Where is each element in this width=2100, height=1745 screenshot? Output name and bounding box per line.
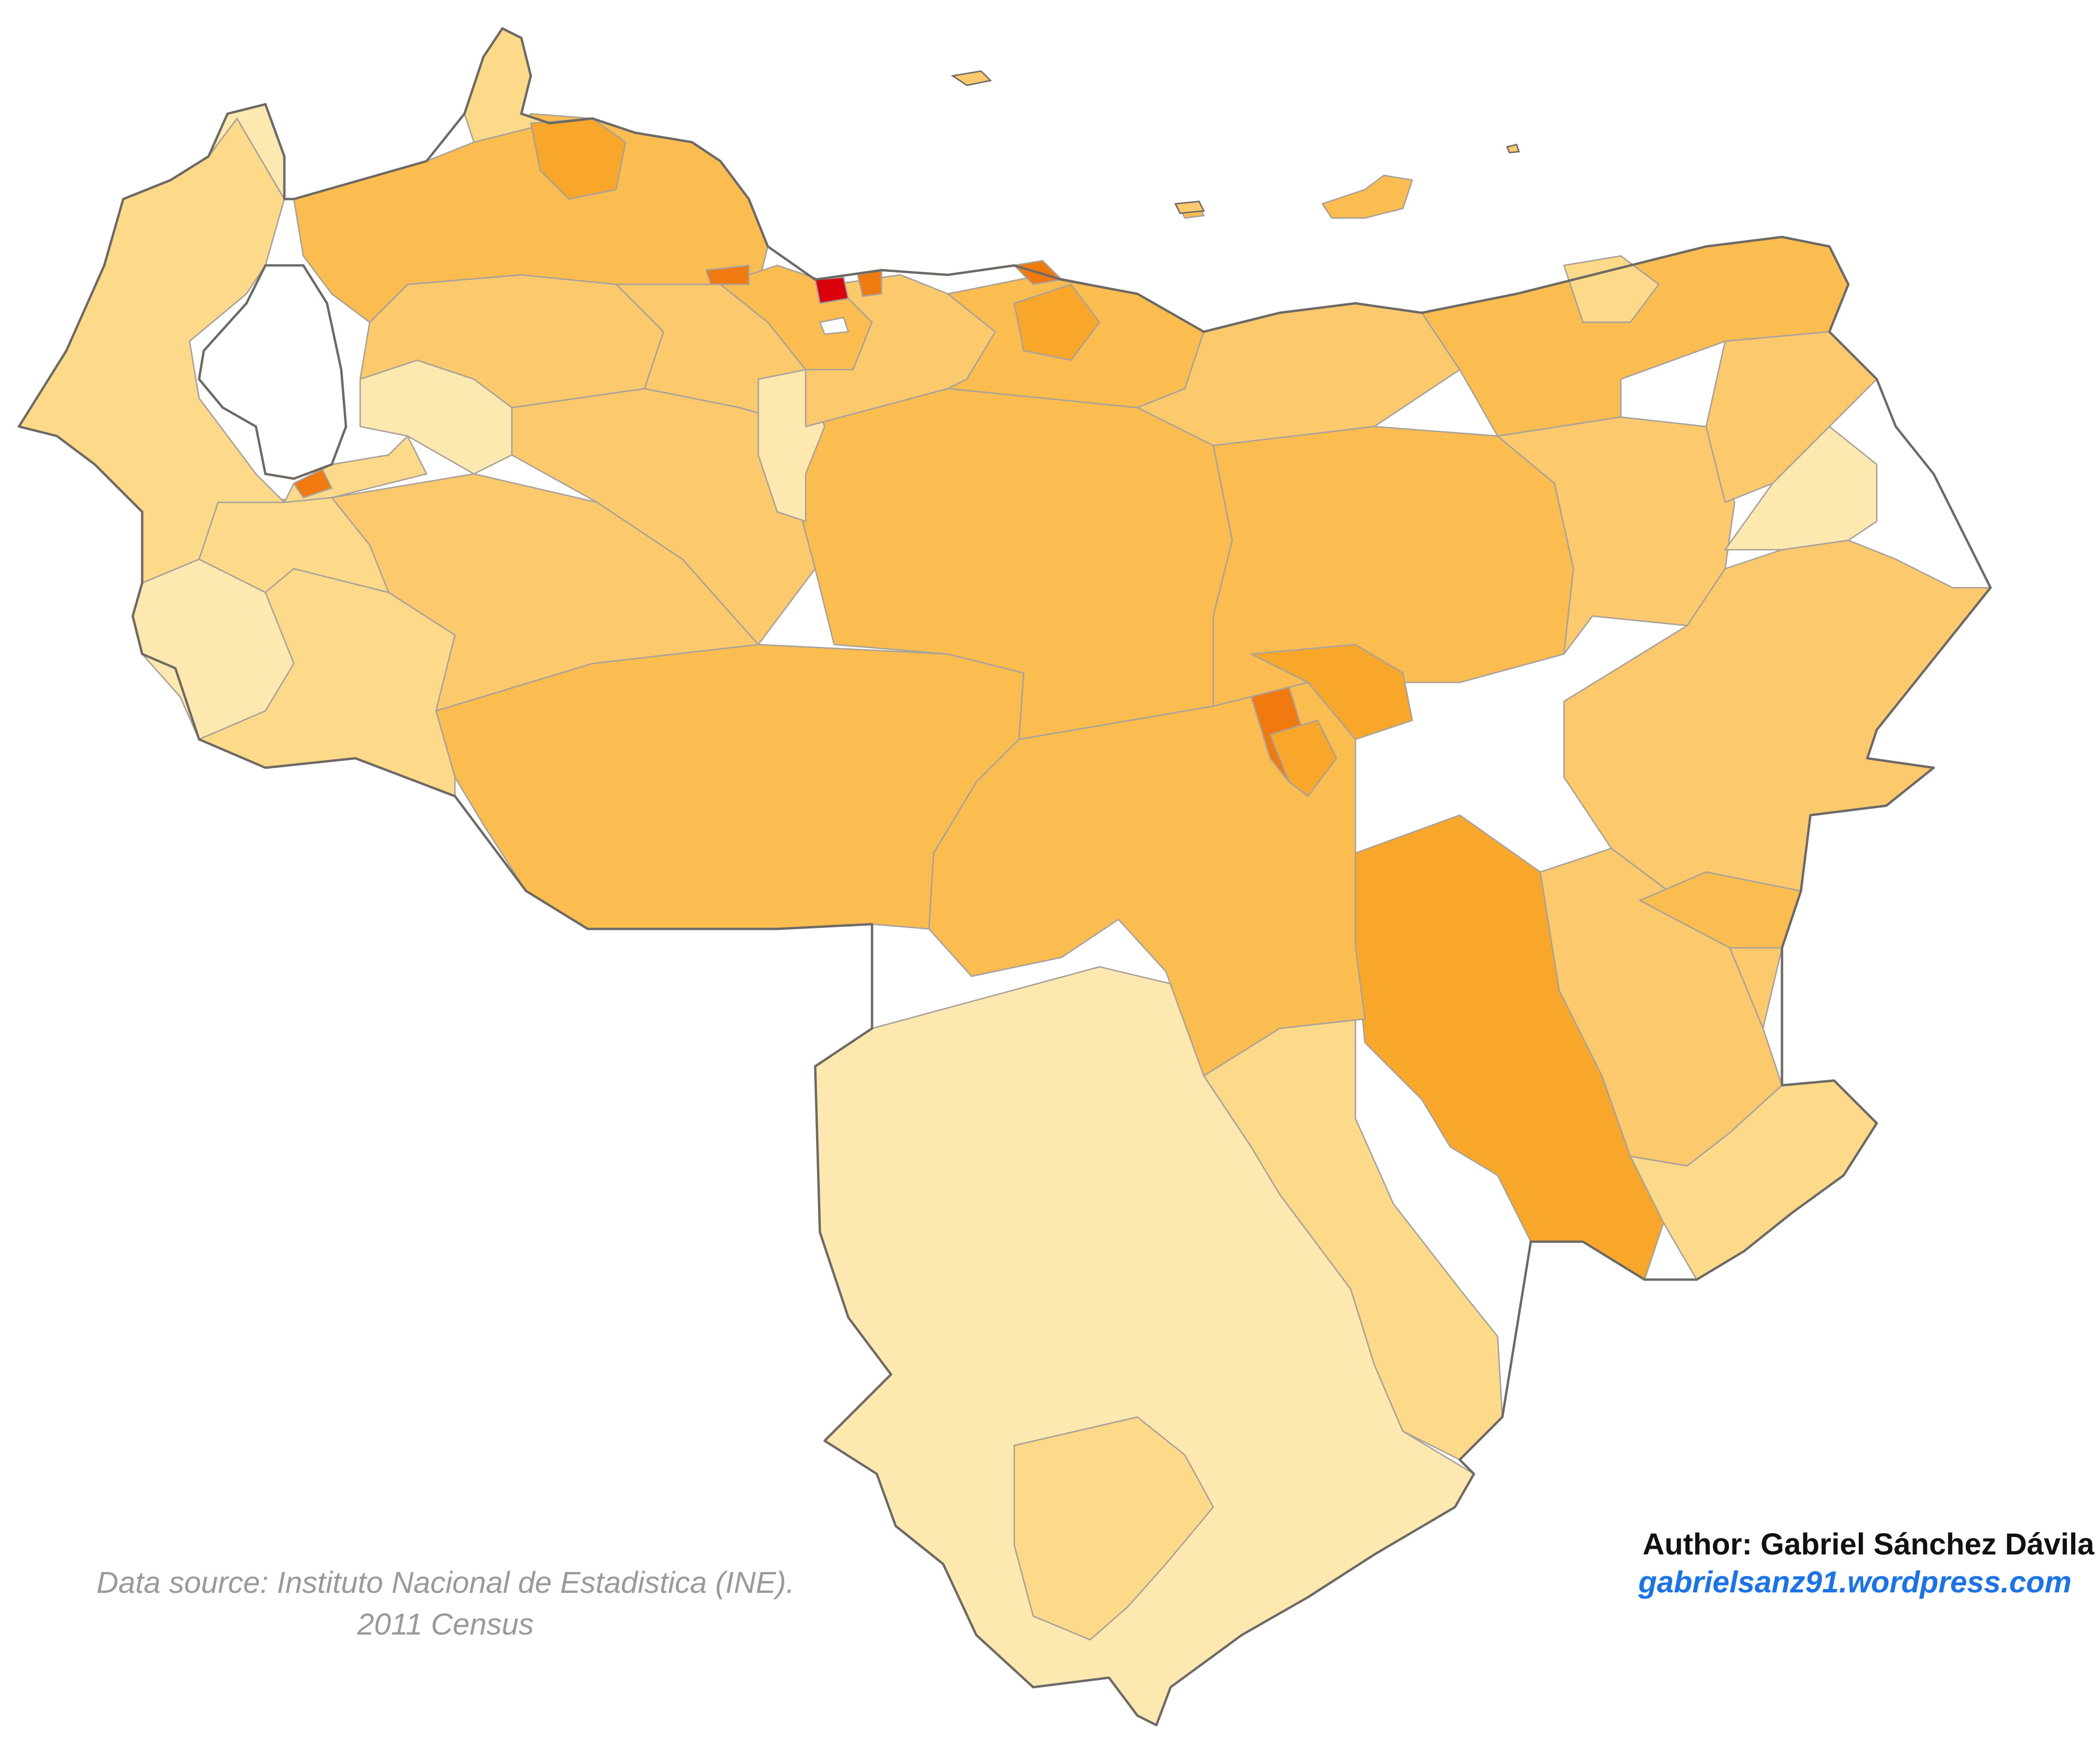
blog-link[interactable]: gabrielsanz91.wordpress.com: [1638, 1565, 2072, 1599]
island-orchila: [1174, 200, 1205, 214]
region-amazonas-south: [1013, 1416, 1214, 1641]
island-los-roques: [951, 70, 992, 86]
author-credit: Author: Gabriel Sánchez Dávila: [1642, 1527, 2094, 1561]
data-source-note: Data source: Instituto Nacional de Estad…: [28, 1562, 863, 1645]
map-regions: [18, 27, 1991, 1726]
region-los-teques: [819, 317, 849, 335]
region-caracas: [814, 276, 849, 304]
region-maracaibo: [293, 468, 333, 499]
lake-maracaibo: [198, 264, 347, 480]
source-line-1: Data source: Instituto Nacional de Estad…: [96, 1565, 795, 1600]
island-tortuga: [1506, 144, 1520, 154]
source-line-2: 2011 Census: [357, 1607, 534, 1641]
region-anzoategui: [1212, 426, 1574, 707]
region-valencia: [705, 264, 750, 285]
region-miranda-east: [1013, 283, 1100, 361]
region-anzoategui-south: [1250, 644, 1413, 740]
country-outline: [18, 27, 1992, 1727]
region-apure: [435, 644, 1025, 930]
region-margarita: [1321, 174, 1413, 219]
caribbean-islands: [951, 70, 1520, 214]
region-sucre-north: [1563, 255, 1660, 323]
region-ciudad-bolivar: [1269, 719, 1337, 797]
region-merida: [198, 497, 390, 593]
